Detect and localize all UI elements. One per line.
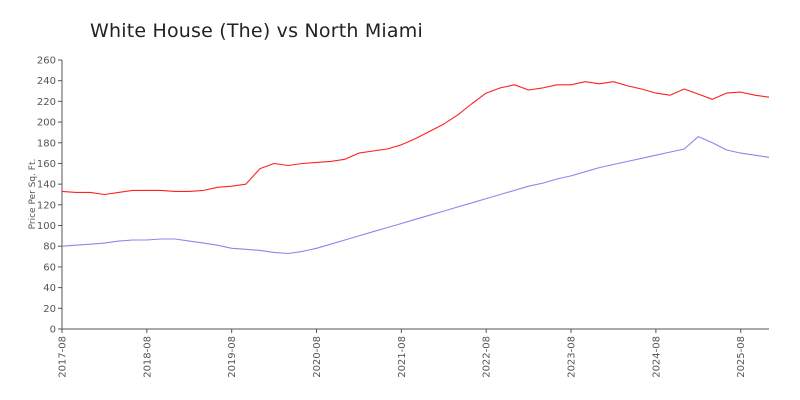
y-tick-label: 240 xyxy=(37,76,56,87)
chart-title: White House (The) vs North Miami xyxy=(90,20,423,42)
y-tick-label: 180 xyxy=(37,138,56,149)
x-tick-label: 2024-08 xyxy=(651,336,662,378)
x-axis: 2017-08 2018-08 2019-08 2020-08 2021-08 2022-… xyxy=(58,328,769,378)
y-tick-label: 40 xyxy=(43,283,56,294)
x-tick-label: 2019-08 xyxy=(227,336,238,378)
x-tick-label: 2020-08 xyxy=(312,336,323,378)
y-axis: 0 20 40 60 80 100 120 140 160 180 200 220 240 260 xyxy=(37,56,63,336)
x-tick-label: 2022-08 xyxy=(482,336,493,378)
y-tick-label: 200 xyxy=(37,118,56,129)
y-tick-label: 0 xyxy=(50,325,56,336)
x-tick-label: 2025-08 xyxy=(736,336,747,378)
x-tick-label: 2021-08 xyxy=(397,336,408,378)
x-tick-label: 2023-08 xyxy=(567,336,578,378)
y-tick-label: 160 xyxy=(37,159,56,170)
y-tick-label: 260 xyxy=(37,56,56,67)
y-tick-label: 80 xyxy=(43,242,56,253)
y-tick-label: 120 xyxy=(37,200,56,211)
y-tick-label: 220 xyxy=(37,97,56,108)
series-lines xyxy=(61,81,770,255)
x-tick-label: 2017-08 xyxy=(58,336,69,378)
y-axis-label: Price Per Sq. Ft. xyxy=(28,159,38,230)
y-tick-label: 100 xyxy=(37,221,56,232)
y-tick-label: 140 xyxy=(37,180,56,191)
series-line-2 xyxy=(61,136,770,255)
y-tick-label: 60 xyxy=(43,262,56,273)
x-tick-label: 2018-08 xyxy=(142,336,153,378)
series-line-1 xyxy=(61,81,770,196)
y-tick-label: 20 xyxy=(43,304,56,315)
